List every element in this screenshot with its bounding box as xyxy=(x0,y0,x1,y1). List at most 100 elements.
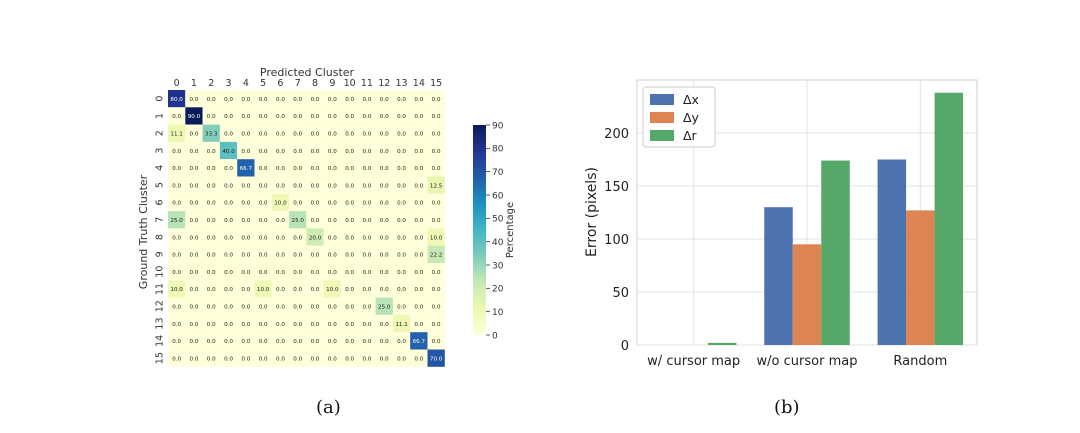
heatmap-cell xyxy=(271,228,290,246)
heatmap-cell xyxy=(427,332,445,350)
heatmap-cell-label: 0.0 xyxy=(276,253,285,259)
heatmap-cell xyxy=(323,107,341,125)
heatmap-cell xyxy=(168,280,186,298)
y-tick-label: 150 xyxy=(604,180,629,195)
heatmap-cell xyxy=(271,141,290,160)
heatmap-cell-label: 0.0 xyxy=(189,253,198,259)
heatmap-y-tick-label: 14 xyxy=(155,335,166,347)
heatmap-cell-label: 10.0 xyxy=(274,201,287,207)
heatmap-cell-label: 0.0 xyxy=(432,114,441,120)
heatmap-cell-label: 80.0 xyxy=(170,97,183,103)
heatmap-cell-label: 0.0 xyxy=(259,270,268,276)
heatmap-cell xyxy=(375,263,393,281)
heatmap-cell xyxy=(341,141,359,160)
heatmap-cell xyxy=(341,124,359,142)
heatmap-cell-label: 0.0 xyxy=(414,149,423,155)
heatmap-cell xyxy=(202,124,220,142)
heatmap-cell xyxy=(341,90,359,108)
heatmap-cell xyxy=(237,176,255,194)
heatmap-cell-label: 0.0 xyxy=(259,166,268,172)
heatmap-cell xyxy=(323,211,341,229)
heatmap-cell-label: 0.0 xyxy=(293,304,302,310)
heatmap-cell xyxy=(375,124,393,142)
heatmap-cell xyxy=(254,211,272,229)
heatmap-cell-label: 0.0 xyxy=(224,253,233,259)
y-tick-label: 100 xyxy=(604,233,629,248)
heatmap-x-tick-label: 12 xyxy=(378,78,390,89)
heatmap-cell xyxy=(427,245,445,263)
colorbar-label: Percentage xyxy=(505,202,516,258)
heatmap-cell-label: 0.0 xyxy=(293,166,302,172)
legend-swatch xyxy=(650,94,674,105)
heatmap-cell xyxy=(168,245,186,263)
heatmap-cell-label: 0.0 xyxy=(189,166,198,172)
heatmap-cell-label: 0.0 xyxy=(345,131,354,137)
heatmap-cell-label: 0.0 xyxy=(432,322,441,328)
heatmap-cell-label: 0.0 xyxy=(189,304,198,310)
heatmap-cell-label: 0.0 xyxy=(397,114,406,120)
heatmap-cell-label: 0.0 xyxy=(380,235,389,241)
heatmap-cell xyxy=(392,228,411,246)
heatmap-cell-label: 0.0 xyxy=(293,114,302,120)
heatmap-cell xyxy=(271,90,290,108)
heatmap-cell-label: 0.0 xyxy=(259,253,268,259)
heatmap-cell-label: 0.0 xyxy=(172,339,181,345)
heatmap-cell xyxy=(392,193,411,212)
heatmap-cell-label: 0.0 xyxy=(345,235,354,241)
heatmap-x-tick-label: 3 xyxy=(226,78,232,89)
bars xyxy=(707,92,964,345)
heatmap-cell-label: 0.0 xyxy=(241,97,250,103)
heatmap-cell xyxy=(168,228,186,246)
heatmap-cell-label: 0.0 xyxy=(293,149,302,155)
heatmap-cell xyxy=(289,245,307,263)
heatmap-cell-label: 0.0 xyxy=(362,356,371,362)
heatmap-cell xyxy=(323,124,341,142)
heatmap-cell xyxy=(168,90,186,108)
heatmap-cell xyxy=(427,280,445,298)
heatmap-cell xyxy=(254,107,272,125)
heatmap-cell-label: 0.0 xyxy=(380,253,389,259)
heatmap-cell xyxy=(392,245,411,263)
heatmap-cell xyxy=(202,141,220,160)
heatmap-cell xyxy=(219,349,238,367)
heatmap-cell xyxy=(185,90,203,108)
heatmap-cell-label: 0.0 xyxy=(241,131,250,137)
heatmap-y-tick-label: 7 xyxy=(155,217,166,223)
heatmap-cell-label: 0.0 xyxy=(397,183,406,189)
heatmap-cell-label: 0.0 xyxy=(241,253,250,259)
heatmap-cell-label: 0.0 xyxy=(311,183,320,189)
heatmap-cell-label: 0.0 xyxy=(293,131,302,137)
heatmap-cell-label: 0.0 xyxy=(189,149,198,155)
heatmap-cell-label: 0.0 xyxy=(259,304,268,310)
heatmap-cell xyxy=(358,263,376,281)
heatmap-cell xyxy=(202,90,220,108)
heatmap-cell xyxy=(219,211,238,229)
heatmap-cell-label: 0.0 xyxy=(432,304,441,310)
heatmap-cell xyxy=(185,193,203,212)
heatmap-cell xyxy=(358,176,376,194)
heatmap-cell xyxy=(219,124,238,142)
heatmap-cell xyxy=(202,263,220,281)
heatmap-cell xyxy=(410,176,428,194)
heatmap-cell-label: 0.0 xyxy=(241,235,250,241)
heatmap-cell xyxy=(219,280,238,298)
heatmap-cell-label: 0.0 xyxy=(224,356,233,362)
heatmap-cell xyxy=(202,245,220,263)
heatmap-cell xyxy=(410,314,428,333)
heatmap-cell-label: 0.0 xyxy=(362,270,371,276)
heatmap-x-tick-label: 2 xyxy=(208,78,214,89)
heatmap-cell-label: 0.0 xyxy=(259,149,268,155)
heatmap-cell-label: 0.0 xyxy=(432,287,441,293)
heatmap-cell-label: 0.0 xyxy=(397,149,406,155)
heatmap-cell xyxy=(254,280,272,298)
heatmap-cell-label: 0.0 xyxy=(293,339,302,345)
heatmap-cell xyxy=(427,159,445,177)
heatmap-cell xyxy=(392,90,411,108)
heatmap-cell-label: 0.0 xyxy=(224,114,233,120)
heatmap-cell-label: 0.0 xyxy=(414,235,423,241)
heatmap-cell xyxy=(202,297,220,315)
heatmap-cell xyxy=(375,159,393,177)
colorbar-tick-label: 80 xyxy=(492,145,504,155)
heatmap-cell-label: 0.0 xyxy=(172,149,181,155)
